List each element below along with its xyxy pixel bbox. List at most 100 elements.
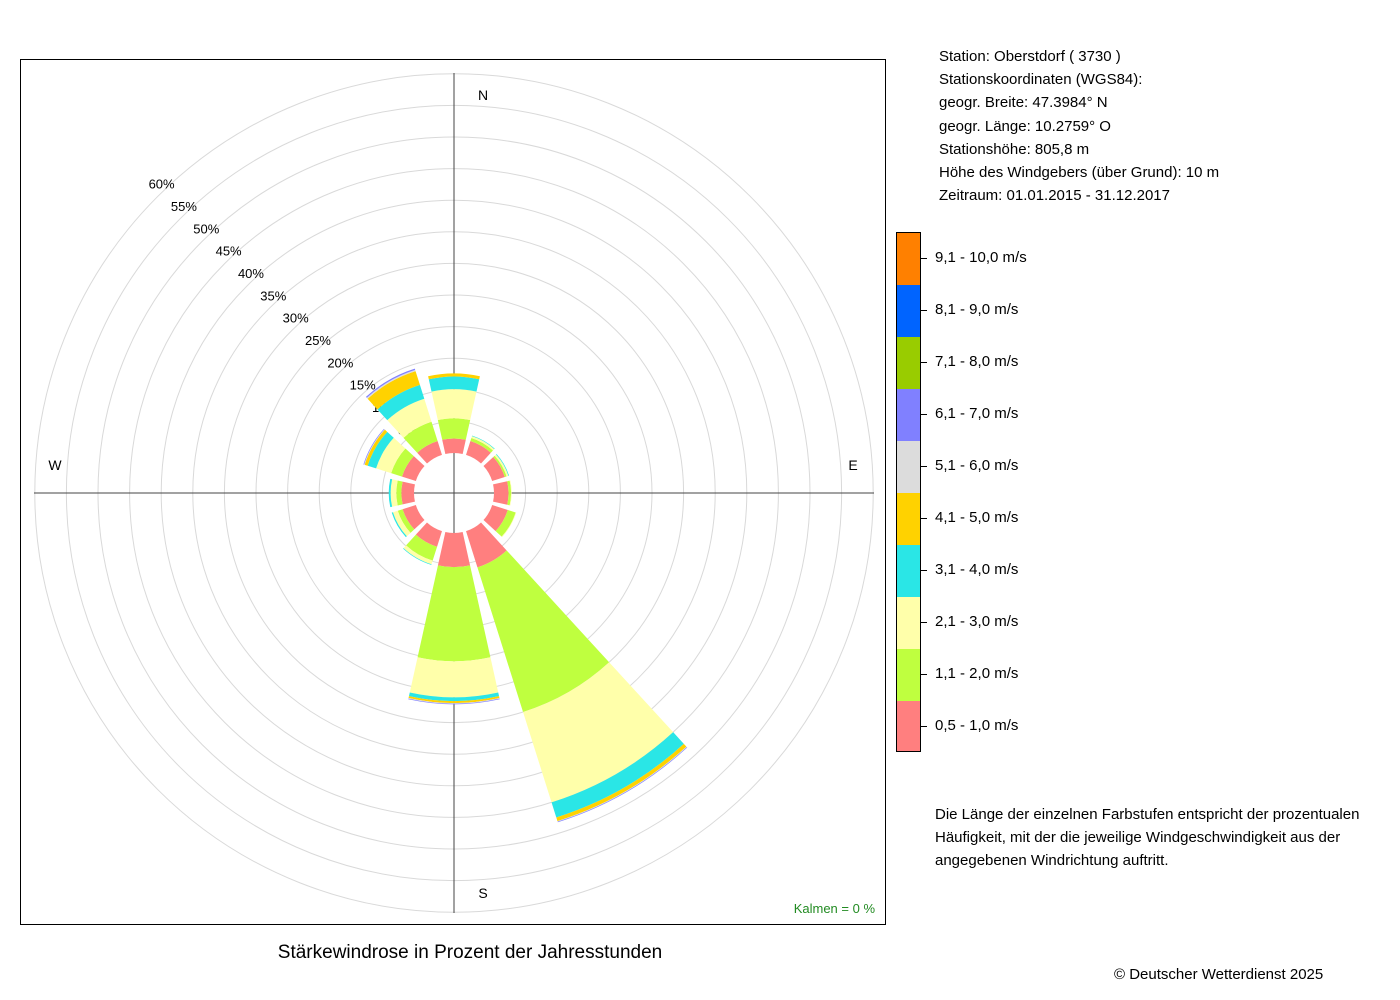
wedge-dir30-speed3 — [471, 435, 495, 450]
wedge-dir300-speed3 — [367, 431, 394, 469]
legend-label-3: 3,1 - 4,0 m/s — [935, 561, 1019, 578]
station-coordinates-heading: Stationskoordinaten (WGS84): — [939, 71, 1143, 89]
wedge-dir30-speed0 — [466, 440, 491, 464]
legend-tick-4 — [921, 518, 927, 519]
legend-swatch-9 — [897, 233, 920, 285]
wedge-dir300-speed1 — [391, 448, 414, 477]
station-longitude: geogr. Länge: 10.2759° O — [939, 117, 1111, 135]
anemometer-height: Höhe des Windgebers (über Grund): 10 m — [939, 164, 1220, 182]
legend-swatch-5 — [897, 441, 920, 493]
wedge-dir180-speed1 — [417, 565, 491, 662]
radial-tick-label-3: 20% — [327, 355, 353, 370]
station-elevation: Stationshöhe: 805,8 m — [939, 140, 1090, 158]
legend-tick-3 — [921, 570, 927, 571]
legend-tick-0 — [921, 726, 927, 727]
wedge-dir240-speed3 — [391, 512, 407, 538]
wedge-dir180-speed3 — [408, 692, 500, 702]
wedge-dir210-speed1 — [406, 534, 438, 561]
wedge-dir60-speed2 — [494, 454, 509, 477]
station-info: Station: Oberstdorf ( 3730 ) Stationskoo… — [939, 45, 1219, 207]
wedge-dir90-speed1 — [507, 480, 512, 506]
wedge-dir150-speed1 — [477, 550, 610, 712]
chart-title: Stärkewindrose in Prozent der Jahresstun… — [277, 942, 663, 963]
compass-label-w: W — [48, 457, 62, 473]
legend-swatch-7 — [897, 337, 920, 389]
wind-rose-svg: 5%10%15%20%25%30%35%40%45%50%55%60%NESWK… — [34, 73, 876, 916]
wedge-dir150-speed3 — [551, 732, 684, 818]
legend-swatch-1 — [897, 649, 920, 701]
legend-label-9: 9,1 - 10,0 m/s — [935, 249, 1027, 266]
compass-label-e: E — [848, 457, 857, 473]
legend-tick-7 — [921, 362, 927, 363]
wedge-dir150-speed2 — [523, 662, 674, 803]
legend-tick-6 — [921, 414, 927, 415]
wedge-dir0-speed0 — [442, 438, 466, 454]
legend-label-7: 7,1 - 8,0 m/s — [935, 353, 1019, 370]
wedge-dir0-speed1 — [437, 418, 471, 440]
wedge-dir60-speed0 — [483, 457, 505, 481]
wedge-dir60-speed3 — [496, 454, 510, 476]
legend-swatch-3 — [897, 545, 920, 597]
legend-tick-9 — [921, 258, 927, 259]
wedge-dir270-speed2 — [390, 479, 398, 507]
wedge-dir180-speed5 — [408, 698, 500, 704]
wedge-dir330-speed3 — [377, 384, 425, 421]
copyright: © Deutscher Wetterdienst 2025 — [1114, 966, 1324, 983]
speed-legend-colorbar — [896, 232, 921, 752]
radial-tick-label-11: 60% — [149, 177, 175, 192]
wedge-dir300-speed4 — [364, 429, 388, 466]
compass-label-s: S — [478, 885, 487, 901]
radial-tick-label-9: 50% — [193, 221, 219, 236]
legend-label-0: 0,5 - 1,0 m/s — [935, 717, 1019, 734]
wedge-dir300-speed2 — [376, 437, 406, 474]
legend-label-8: 8,1 - 9,0 m/s — [935, 301, 1019, 318]
legend-swatch-0 — [897, 701, 920, 751]
wedge-dir90-speed0 — [493, 481, 509, 505]
legend-note: Die Länge der einzelnen Farbstufen entsp… — [935, 806, 1360, 869]
legend-label-5: 5,1 - 6,0 m/s — [935, 457, 1019, 474]
legend-label-4: 4,1 - 5,0 m/s — [935, 509, 1019, 526]
wedge-dir300-speed0 — [401, 456, 425, 481]
radial-tick-label-6: 35% — [260, 288, 286, 303]
wedge-dir150-speed4 — [556, 743, 687, 822]
wedge-dir210-speed2 — [403, 545, 433, 565]
wedge-dir240-speed1 — [397, 509, 415, 533]
wedge-dir270-speed1 — [396, 480, 403, 506]
legend-label-1: 1,1 - 2,0 m/s — [935, 665, 1019, 682]
radial-tick-label-7: 40% — [238, 266, 264, 281]
wedge-dir180-speed2 — [409, 657, 499, 698]
wedge-dir30-speed1 — [470, 437, 493, 453]
wedge-dir330-speed1 — [403, 421, 438, 453]
legend-swatch-6 — [897, 389, 920, 441]
wedge-dir330-speed4 — [367, 371, 420, 410]
wedge-dir60-speed1 — [493, 455, 507, 477]
wedge-dir180-speed0 — [437, 532, 471, 568]
wedge-dir150-speed0 — [466, 522, 507, 568]
calm-label: Kalmen = 0 % — [794, 901, 876, 916]
wedge-dir330-speed2 — [387, 398, 432, 438]
station-latitude: geogr. Breite: 47.3984° N — [939, 94, 1108, 112]
wedge-dir330-speed0 — [417, 440, 442, 464]
legend-swatch-8 — [897, 285, 920, 337]
wedge-dir0-speed4 — [428, 373, 480, 380]
station-name: Station: Oberstdorf ( 3730 ) — [939, 48, 1121, 65]
wedge-dir240-speed2 — [392, 510, 411, 537]
wedge-dir270-speed0 — [401, 481, 415, 505]
wind-rose-plot: 5%10%15%20%25%30%35%40%45%50%55%60%NESWK… — [20, 59, 886, 925]
radial-tick-label-4: 25% — [305, 333, 331, 348]
wedge-dir210-speed0 — [415, 522, 442, 547]
time-period: Zeitraum: 01.01.2015 - 31.12.2017 — [939, 187, 1170, 205]
wedge-dir30-speed2 — [471, 436, 495, 451]
legend-tick-5 — [921, 466, 927, 467]
wedge-dir90-speed2 — [509, 480, 512, 506]
legend-tick-2 — [921, 622, 927, 623]
legend-swatch-4 — [897, 493, 920, 545]
radial-tick-label-10: 55% — [171, 199, 197, 214]
wedge-dir270-speed3 — [388, 478, 393, 508]
radial-tick-label-2: 15% — [350, 378, 376, 393]
legend-label-6: 6,1 - 7,0 m/s — [935, 405, 1019, 422]
radial-tick-label-8: 45% — [216, 244, 242, 259]
legend-tick-8 — [921, 310, 927, 311]
wedge-dir180-speed6 — [408, 698, 500, 705]
compass-label-n: N — [478, 87, 488, 103]
